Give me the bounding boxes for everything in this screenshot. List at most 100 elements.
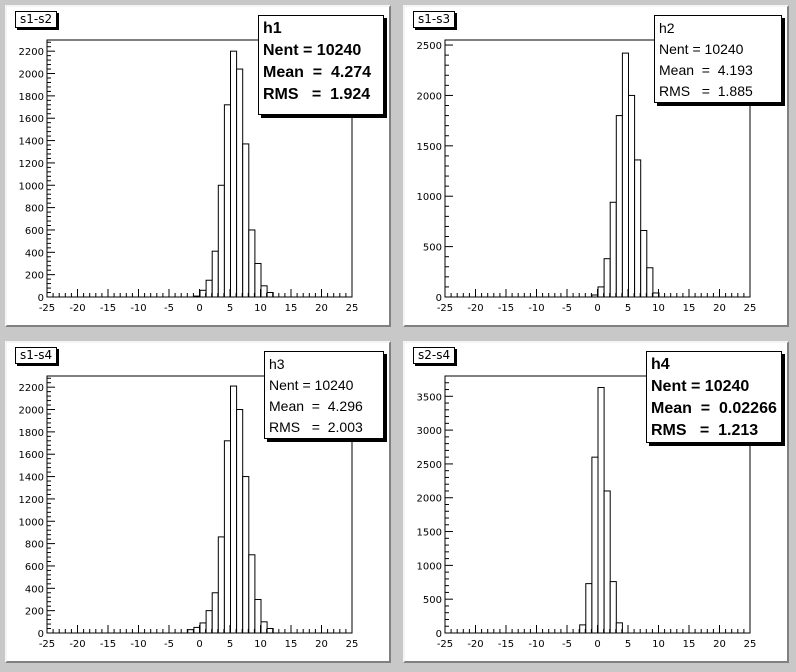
- stats-entries: Nent = 10240: [651, 378, 750, 395]
- x-tick-label: 5: [227, 303, 233, 314]
- stats-box: h3 Nent = 10240 Mean = 4.296 RMS = 2.003: [264, 351, 384, 439]
- y-tick-label: 600: [25, 226, 44, 237]
- x-tick-label: 10: [254, 639, 267, 650]
- x-tick-label: -15: [498, 639, 514, 650]
- pad-title: s1-s3: [413, 11, 456, 28]
- y-tick-label: 0: [436, 293, 442, 304]
- y-tick-label: 2500: [417, 460, 442, 471]
- histogram-bar: [591, 456, 599, 634]
- x-tick-label: 25: [346, 303, 359, 314]
- y-tick-label: 800: [25, 204, 44, 215]
- stats-entries: Nent = 10240: [263, 42, 362, 59]
- stats-rms: RMS = 1.885: [659, 83, 753, 99]
- x-tick-label: 20: [713, 639, 726, 650]
- x-tick-label: -5: [562, 639, 572, 650]
- x-tick-label: 5: [227, 639, 233, 650]
- x-tick-label: 0: [594, 303, 600, 314]
- stats-rms: RMS = 1.213: [651, 422, 759, 439]
- x-tick-label: 5: [625, 303, 631, 314]
- x-tick-label: -5: [164, 303, 174, 314]
- y-tick-label: 0: [38, 293, 44, 304]
- stats-mean: Mean = 4.193: [659, 62, 753, 78]
- histogram-bar: [585, 583, 593, 634]
- histogram-bar: [609, 201, 617, 298]
- x-tick-label: -5: [562, 303, 572, 314]
- histogram-bar: [254, 598, 262, 634]
- x-tick-label: -20: [69, 303, 85, 314]
- histogram-bar: [217, 536, 225, 634]
- pad-s1-s2: -25 -20 -15 -10 -5 0 5 10 15 20 25 0 200 400 600 800 100…: [5, 5, 391, 327]
- stats-histogram-name: h4: [651, 356, 670, 373]
- y-tick-label: 1200: [19, 159, 44, 170]
- stats-box: h2 Nent = 10240 Mean = 4.193 RMS = 1.885: [654, 15, 782, 103]
- stats-histogram-name: h1: [263, 20, 282, 37]
- histogram-bar: [248, 554, 256, 634]
- x-tick-label: 25: [744, 639, 757, 650]
- y-tick-label: 1500: [417, 528, 442, 539]
- y-tick-label: 1000: [19, 517, 44, 528]
- histogram-bar: [628, 94, 636, 298]
- y-tick-label: 2000: [417, 91, 442, 102]
- x-tick-label: 0: [594, 639, 600, 650]
- pad-title: s1-s2: [15, 11, 58, 28]
- x-tick-label: -10: [130, 303, 146, 314]
- histogram-bar: [640, 229, 648, 298]
- y-tick-label: 0: [436, 629, 442, 640]
- stats-histogram-name: h2: [659, 20, 675, 36]
- stats-box: h4 Nent = 10240 Mean = 0.02266 RMS = 1.2…: [646, 351, 782, 443]
- x-tick-label: 10: [254, 303, 267, 314]
- histogram-bar: [223, 440, 231, 634]
- pad-title: s1-s4: [15, 347, 58, 364]
- y-tick-label: 2500: [417, 41, 442, 52]
- histogram-bar: [621, 52, 629, 298]
- histogram-bar: [615, 622, 623, 634]
- y-tick-label: 1400: [19, 473, 44, 484]
- x-tick-label: -10: [528, 303, 544, 314]
- stats-histogram-name: h3: [269, 356, 285, 372]
- y-tick-label: 1000: [19, 181, 44, 192]
- stats-rms: RMS = 1.924: [263, 86, 371, 103]
- histogram-bar: [597, 386, 605, 634]
- stats-mean: Mean = 4.274: [263, 64, 372, 81]
- histogram-bar: [646, 267, 654, 298]
- x-tick-label: 20: [315, 303, 328, 314]
- histogram-bar: [603, 258, 611, 298]
- histogram-bar: [211, 592, 219, 634]
- x-tick-label: 15: [285, 303, 298, 314]
- y-tick-label: 1000: [417, 561, 442, 572]
- x-tick-label: -20: [467, 639, 483, 650]
- y-tick-label: 800: [25, 540, 44, 551]
- stats-mean: Mean = 4.296: [269, 398, 363, 414]
- y-tick-label: 3000: [417, 426, 442, 437]
- histogram-bar: [254, 262, 262, 298]
- stats-entries: Nent = 10240: [659, 41, 744, 57]
- y-tick-label: 2000: [19, 70, 44, 81]
- x-tick-label: 15: [683, 303, 696, 314]
- histogram-bar: [242, 476, 250, 634]
- x-tick-label: 0: [196, 303, 202, 314]
- y-tick-label: 400: [25, 248, 44, 259]
- x-tick-label: -15: [100, 303, 116, 314]
- histogram-bar: [603, 490, 611, 634]
- pad-title: s2-s4: [413, 347, 456, 364]
- x-tick-label: 20: [315, 639, 328, 650]
- x-tick-label: 0: [196, 639, 202, 650]
- histogram-bar: [211, 250, 219, 298]
- y-tick-label: 200: [25, 271, 44, 282]
- x-tick-label: -25: [437, 303, 453, 314]
- x-tick-label: -25: [39, 303, 55, 314]
- histogram-bar: [236, 68, 244, 298]
- y-tick-label: 0: [38, 629, 44, 640]
- x-tick-label: -10: [528, 639, 544, 650]
- stats-box: h1 Nent = 10240 Mean = 4.274 RMS = 1.924: [258, 15, 384, 115]
- x-tick-label: -5: [164, 639, 174, 650]
- y-tick-label: 2200: [19, 47, 44, 58]
- y-tick-label: 3500: [417, 392, 442, 403]
- histogram-bar: [615, 115, 623, 298]
- x-tick-label: 25: [744, 303, 757, 314]
- histogram-bar: [230, 385, 238, 634]
- histogram-bar: [217, 184, 225, 298]
- stats-mean: Mean = 0.02266: [651, 400, 777, 417]
- histogram-bar: [230, 50, 238, 298]
- pad-s1-s3: -25 -20 -15 -10 -5 0 5 10 15 20 25 0 500 1000 1500 2000…: [403, 5, 789, 327]
